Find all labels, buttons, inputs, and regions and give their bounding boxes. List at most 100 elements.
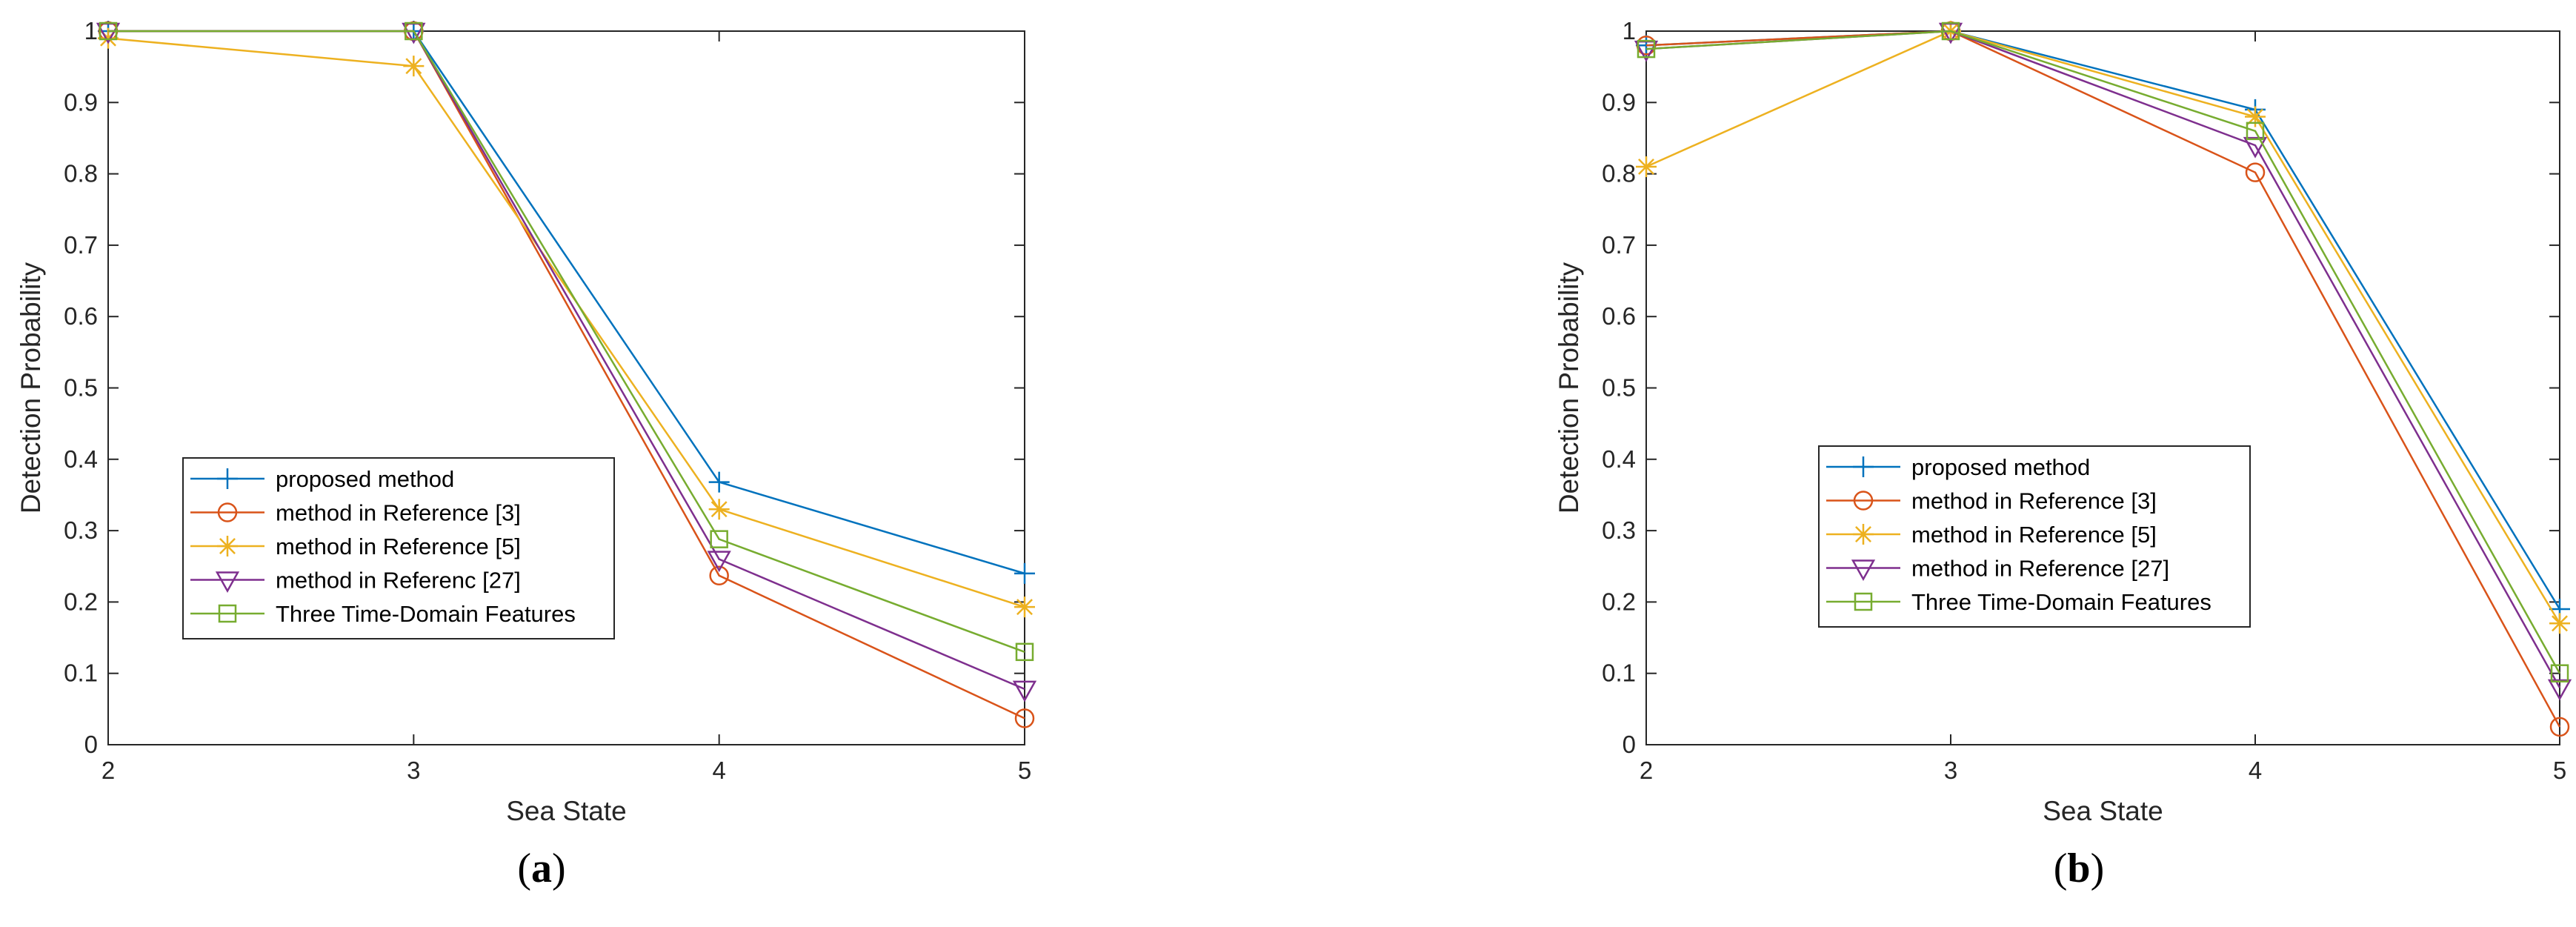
chart-b: 2 3 4 5 0 0.1 0.2 0.3 0.4 0.5 0.6 0.7 0.8 0.9 1 Sea Sta… [1554, 17, 2572, 891]
legend-marker [1851, 559, 1876, 582]
y-tick-label: 1 [1623, 17, 1636, 44]
data-point [2550, 664, 2569, 682]
data-point [1637, 39, 1656, 59]
data-point [2245, 106, 2266, 127]
data-point [707, 551, 731, 573]
data-point [710, 530, 728, 548]
y-tick-label: 0.4 [64, 445, 98, 473]
data-point [1636, 156, 1657, 177]
panel-caption: (b) [2054, 845, 2104, 891]
y-tick-label: 0.6 [1602, 302, 1636, 330]
data-point [2246, 122, 2265, 141]
legend-marker [218, 604, 237, 623]
series-line [1645, 30, 2561, 728]
series-line [107, 37, 1025, 608]
series-4 [99, 21, 1034, 662]
data-point [708, 471, 730, 493]
data-point [99, 21, 118, 41]
series-2 [1636, 21, 2570, 634]
plot-area [1645, 30, 2560, 745]
y-tick-label: 0.1 [1602, 659, 1636, 687]
y-tick-label: 0.8 [64, 160, 98, 187]
panel-caption: (a) [517, 845, 565, 891]
x-tick-label: 3 [1944, 757, 1957, 784]
y-tick-label: 0.9 [64, 88, 98, 116]
series-4 [1637, 21, 2569, 682]
panel-caption-letter: b [2067, 845, 2090, 891]
y-tick-label: 0.5 [1602, 374, 1636, 402]
legend-marker [1853, 456, 1874, 477]
x-tick-label: 5 [1018, 757, 1031, 784]
data-point [2547, 679, 2572, 701]
data-point [2243, 136, 2268, 159]
x-tick-label: 4 [712, 757, 725, 784]
data-point [2549, 717, 2570, 737]
data-point [405, 21, 423, 41]
legend-label: method in Reference [27] [1911, 556, 2169, 582]
x-axis-label: Sea State [506, 796, 627, 826]
y-tick-label: 0.7 [1602, 231, 1636, 259]
y-tick-label: 0.3 [1602, 516, 1636, 544]
series-line [108, 30, 1025, 653]
data-point [708, 499, 730, 520]
data-point [709, 565, 729, 586]
y-tick-label: 0.3 [64, 516, 98, 544]
legend-label: Three Time-Domain Features [1911, 589, 2211, 615]
legend-marker [217, 502, 238, 522]
y-tick-label: 0.1 [64, 659, 98, 687]
y-tick-label: 0 [1623, 731, 1636, 758]
legend-label: method in Reference [5] [1911, 522, 2157, 548]
y-tick-label: 0 [84, 731, 98, 758]
legend-label: Three Time-Domain Features [276, 601, 576, 627]
y-tick-label: 0.4 [1602, 445, 1636, 473]
legend-box [182, 457, 615, 639]
data-point [1012, 680, 1037, 702]
legend-box [1818, 445, 2251, 628]
legend-marker [1854, 592, 1873, 611]
data-point [1014, 708, 1035, 728]
legend: proposed method method in Reference [3] me… [182, 457, 615, 639]
y-tick-label: 0.6 [64, 302, 98, 330]
series-line [1645, 30, 2561, 624]
legend-label: method in Referenc [27] [276, 568, 521, 594]
data-point [2245, 162, 2266, 182]
data-point [1941, 21, 1960, 41]
legend-marker [217, 536, 238, 556]
legend-label: method in Reference [3] [1911, 488, 2157, 514]
legend: proposed method method in Reference [3] me… [1818, 445, 2251, 628]
series-2 [98, 27, 1035, 618]
x-tick-label: 5 [2553, 757, 2566, 784]
data-point [403, 56, 425, 77]
legend-label: proposed method [1911, 454, 2090, 480]
y-tick-label: 0.9 [1602, 88, 1636, 116]
chart-a: 2 3 4 5 0 0.1 0.2 0.3 0.4 0.5 0.6 0.7 0.8 0.9 1 Sea Sta… [16, 17, 1037, 891]
y-tick-label: 0.2 [64, 588, 98, 615]
y-tick-label: 1 [84, 17, 98, 44]
y-axis-label: Detection Probability [16, 262, 46, 514]
y-tick-label: 0.5 [64, 374, 98, 402]
y-axis-label: Detection Probability [1554, 262, 1584, 514]
data-point [98, 27, 119, 49]
legend-label: method in Reference [3] [276, 500, 521, 526]
data-point [2549, 613, 2570, 634]
x-tick-label: 2 [1640, 757, 1653, 784]
x-axis-label: Sea State [2043, 796, 2163, 826]
data-point [1015, 642, 1034, 662]
series-line [1645, 30, 2561, 674]
legend-label: method in Reference [5] [276, 534, 521, 559]
y-tick-label: 0.2 [1602, 588, 1636, 615]
legend-marker [1853, 524, 1874, 545]
legend-label: proposed method [276, 466, 454, 492]
y-tick-label: 0.8 [1602, 160, 1636, 187]
x-tick-label: 4 [2249, 757, 2262, 784]
data-point [1014, 597, 1035, 618]
panel-caption-letter: a [531, 845, 552, 891]
x-tick-label: 2 [101, 757, 115, 784]
x-tick-label: 3 [407, 757, 420, 784]
legend-marker [215, 571, 240, 594]
data-point [1014, 562, 1035, 584]
legend-marker [1853, 491, 1874, 511]
y-tick-label: 0.7 [64, 231, 98, 259]
legend-marker [217, 468, 238, 489]
